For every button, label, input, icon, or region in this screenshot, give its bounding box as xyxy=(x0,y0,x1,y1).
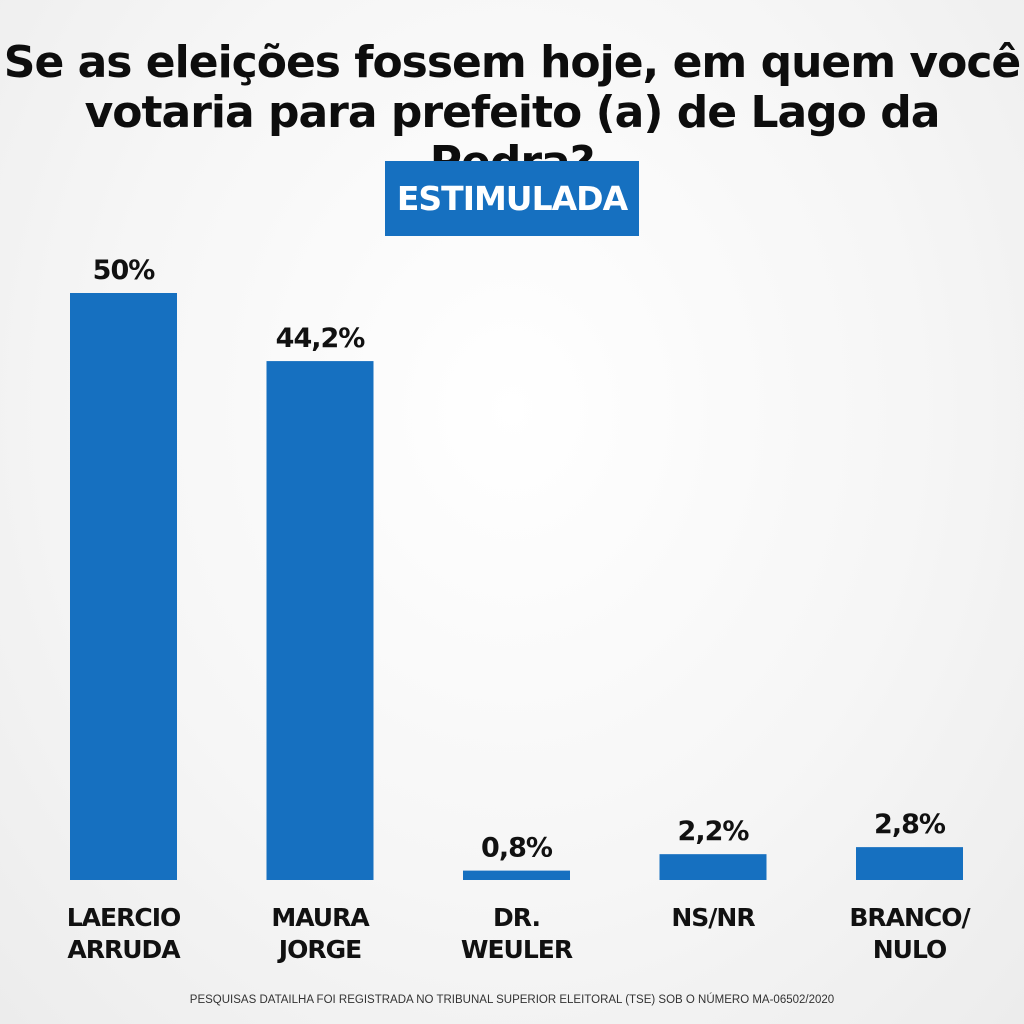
chart-title: Se as eleições fossem hoje, em quem você… xyxy=(0,38,1024,188)
value-label-1: 44,2% xyxy=(276,323,366,354)
value-label-4: 2,8% xyxy=(874,809,946,840)
value-label-3: 2,2% xyxy=(678,816,750,847)
bar-4 xyxy=(856,847,963,880)
category-label-1-0: MAURA xyxy=(271,903,370,932)
category-label-2-1: WEULER xyxy=(461,935,573,964)
value-label-2: 0,8% xyxy=(481,833,553,864)
bar-1 xyxy=(266,361,374,880)
bar-3 xyxy=(659,854,767,880)
category-label-2-0: DR. xyxy=(493,903,540,932)
bar-chart: 50% LAERCIO ARRUDA 44,2% MAURA JORGE 0,8% DR. WE… xyxy=(67,255,973,964)
category-label-0-0: LAERCIO xyxy=(67,903,181,932)
category-label-3-0: NS/NR xyxy=(671,903,755,932)
category-label-4-0: BRANCO/ xyxy=(849,903,971,932)
bar-0 xyxy=(70,293,177,880)
title-line-1: Se as eleições fossem hoje, em quem você xyxy=(3,37,1022,88)
title-line-2: votaria para prefeito (a) de Lago da Ped… xyxy=(84,87,941,188)
category-label-0-1: ARRUDA xyxy=(67,935,181,964)
footer-note: PESQUISAS DATAILHA FOI REGISTRADA NO TRI… xyxy=(189,994,835,1006)
value-label-0: 50% xyxy=(93,255,156,286)
category-label-1-1: JORGE xyxy=(277,935,361,964)
category-label-4-1: NULO xyxy=(873,935,947,964)
estimulada-badge: ESTIMULADA xyxy=(385,161,639,236)
bar-2 xyxy=(463,870,570,880)
